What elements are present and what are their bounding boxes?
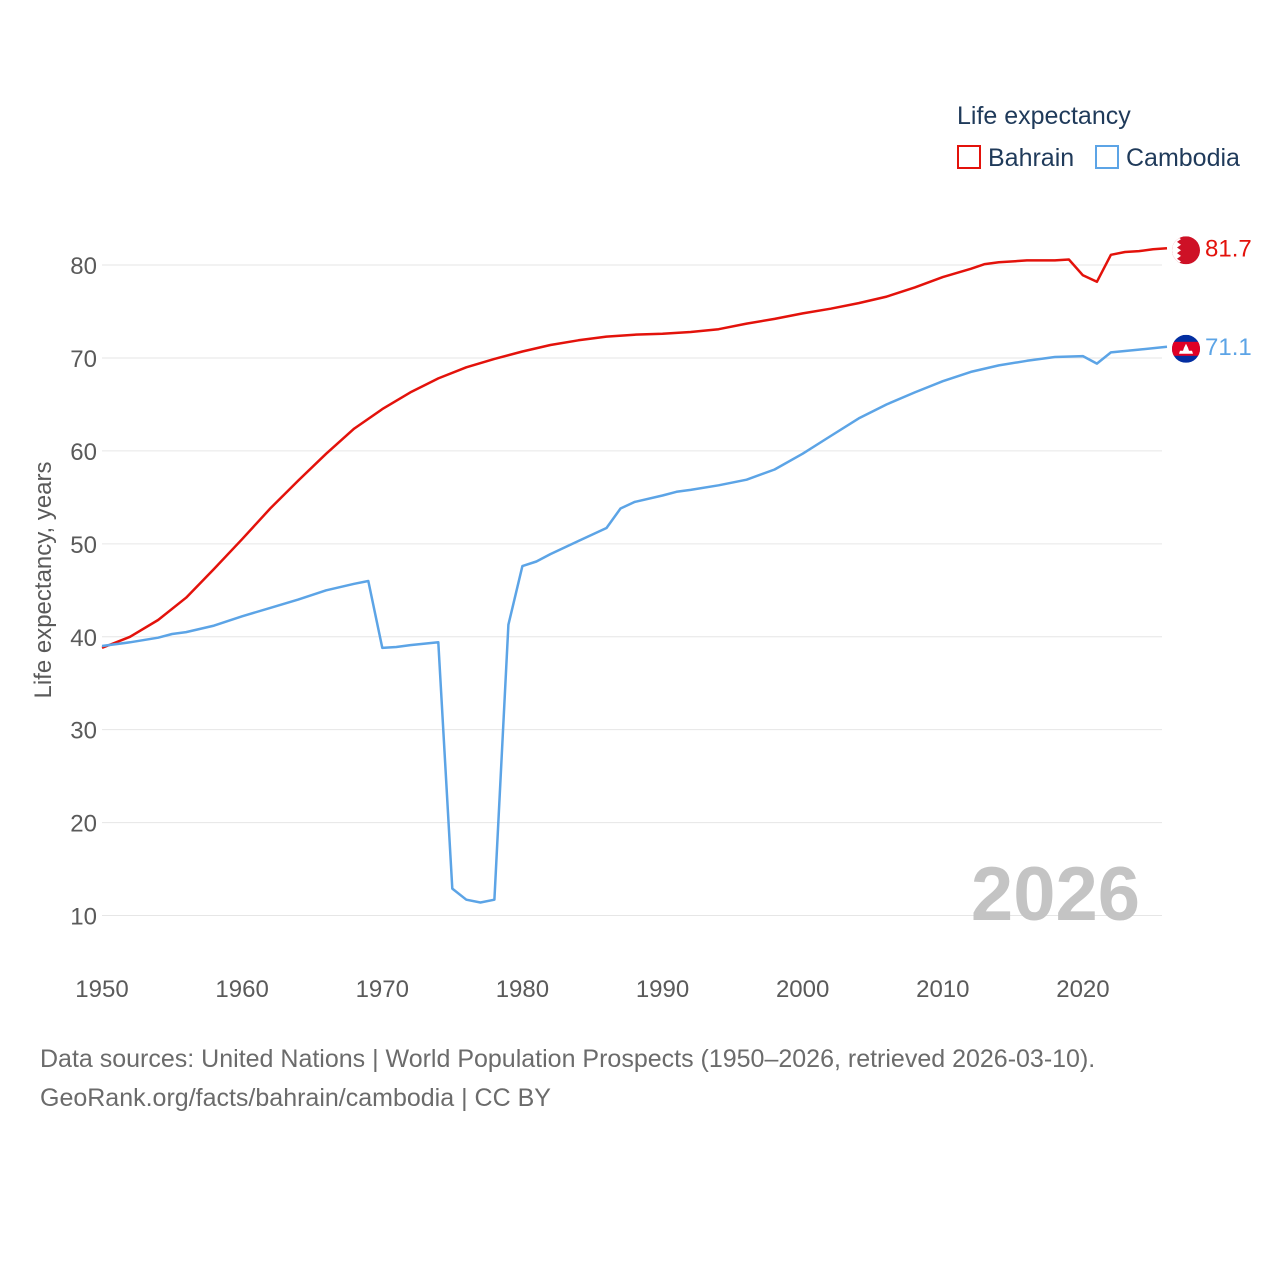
- x-tick-label: 2000: [776, 976, 829, 1003]
- y-tick-label: 20: [70, 811, 97, 838]
- year-watermark: 2026: [971, 852, 1140, 937]
- y-tick-label: 30: [70, 718, 97, 745]
- legend-label-cambodia: Cambodia: [1126, 144, 1240, 172]
- y-tick-label: 10: [70, 904, 97, 931]
- series-line-bahrain: [101, 247, 1168, 650]
- bahrain-flag-icon: [1172, 236, 1200, 265]
- y-axis-ticks: 10 20 30 40 50 60 70 80: [70, 253, 97, 930]
- x-tick-label: 1990: [636, 976, 689, 1003]
- x-axis-ticks: 1950 1960 1970 1980 1990 2000 2010 2020: [75, 976, 1109, 1003]
- legend-title: Life expectancy: [957, 102, 1131, 130]
- legend-label-bahrain: Bahrain: [988, 144, 1074, 172]
- cambodia-flag-icon: [1172, 334, 1200, 363]
- x-tick-label: 2020: [1056, 976, 1109, 1003]
- data-source-text: Data sources: United Nations | World Pop…: [40, 1045, 1096, 1073]
- y-tick-label: 50: [70, 532, 97, 559]
- y-tick-label: 70: [70, 346, 97, 373]
- end-value-label-cambodia: 71.1: [1205, 334, 1252, 361]
- y-tick-label: 80: [70, 253, 97, 280]
- legend-swatch-cambodia: [1095, 145, 1119, 169]
- legend: Life expectancy Bahrain Cambodia: [957, 102, 1240, 172]
- legend-item-bahrain[interactable]: Bahrain: [957, 144, 1074, 172]
- x-tick-label: 2010: [916, 976, 969, 1003]
- series-lines: [101, 247, 1168, 904]
- legend-swatch-bahrain: [957, 145, 981, 169]
- y-axis-label: Life expectancy, years: [30, 461, 57, 698]
- x-tick-label: 1980: [496, 976, 549, 1003]
- x-tick-label: 1970: [356, 976, 409, 1003]
- end-value-label-bahrain: 81.7: [1205, 235, 1252, 262]
- y-tick-label: 60: [70, 439, 97, 466]
- y-tick-label: 40: [70, 625, 97, 652]
- x-tick-label: 1950: [75, 976, 128, 1003]
- grid-lines: [102, 264, 1162, 917]
- legend-item-cambodia[interactable]: Cambodia: [1095, 144, 1240, 172]
- source-footer: Data sources: United Nations | World Pop…: [40, 1040, 1260, 1118]
- attribution-link[interactable]: GeoRank.org/facts/bahrain/cambodia | CC …: [40, 1084, 551, 1112]
- series-line-cambodia: [101, 345, 1168, 904]
- x-tick-label: 1960: [215, 976, 268, 1003]
